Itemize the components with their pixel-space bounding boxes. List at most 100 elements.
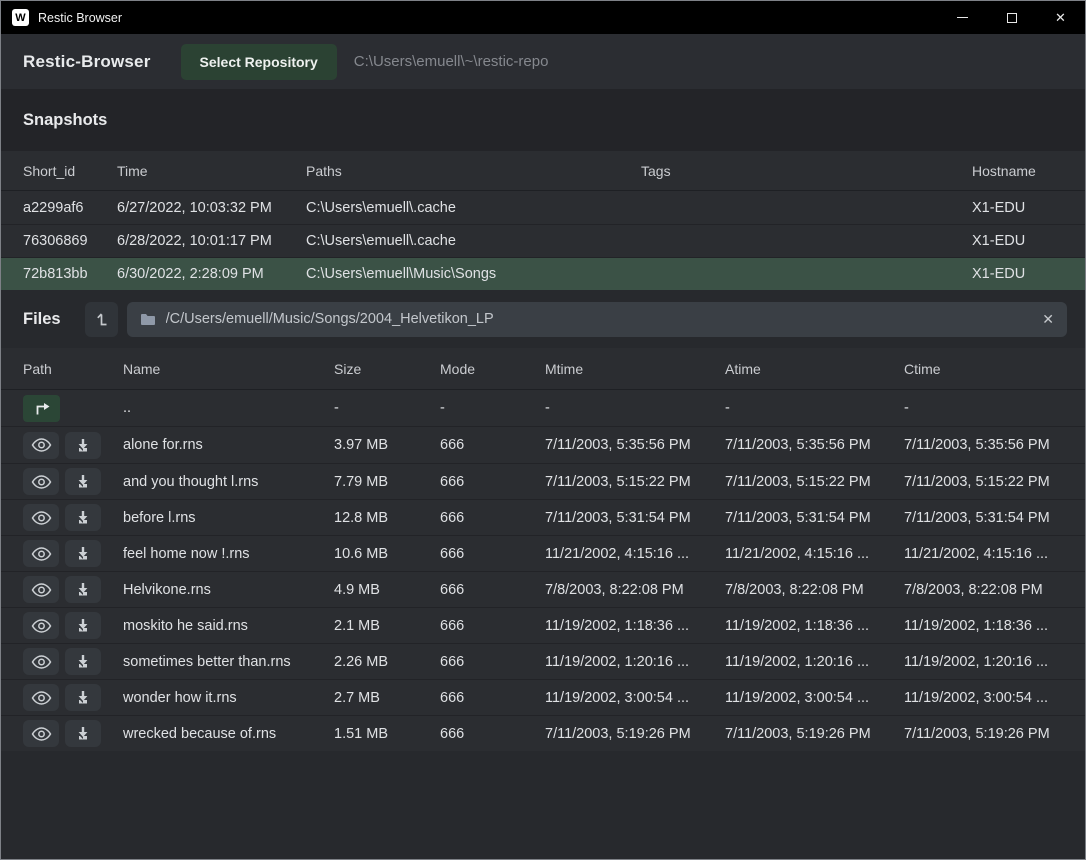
preview-file-button[interactable] [23, 504, 59, 531]
column-hostname: Hostname [972, 163, 1063, 179]
up-arrow-icon [33, 402, 51, 415]
close-button[interactable]: ✕ [1036, 1, 1085, 34]
snapshot-time: 6/30/2022, 2:28:09 PM [117, 266, 306, 282]
preview-file-button[interactable] [23, 612, 59, 639]
file-name: feel home now !.rns [123, 546, 334, 562]
snapshot-row[interactable]: 72b813bb 6/30/2022, 2:28:09 PM C:\Users\… [1, 257, 1085, 290]
eye-icon [31, 475, 52, 489]
file-mtime: 11/21/2002, 4:15:16 ... [545, 546, 725, 562]
file-atime: 11/19/2002, 3:00:54 ... [725, 690, 904, 706]
file-ctime: 7/8/2003, 8:22:08 PM [904, 582, 1063, 598]
file-rows-mount: alone for.rns 3.97 MB 666 7/11/2003, 5:3… [1, 427, 1085, 751]
file-name: alone for.rns [123, 437, 334, 453]
file-mode: 666 [440, 510, 545, 526]
tree-mode-icon [94, 311, 108, 328]
snapshot-short-id: a2299af6 [23, 200, 117, 216]
file-name: wonder how it.rns [123, 690, 334, 706]
file-mtime: 11/19/2002, 1:20:16 ... [545, 654, 725, 670]
snapshot-time: 6/27/2022, 10:03:32 PM [117, 200, 306, 216]
download-file-button[interactable] [65, 612, 101, 639]
file-size: 10.6 MB [334, 546, 440, 562]
title-bar: W Restic Browser ✕ [1, 1, 1085, 34]
select-repository-button[interactable]: Select Repository [181, 44, 337, 80]
app-header: Restic-Browser Select Repository C:\User… [1, 34, 1085, 89]
file-size: 3.97 MB [334, 437, 440, 453]
column-name: Name [123, 361, 334, 377]
file-ctime: - [904, 400, 1063, 416]
download-icon [75, 438, 91, 453]
download-file-button[interactable] [65, 504, 101, 531]
file-size: 12.8 MB [334, 510, 440, 526]
tree-mode-button[interactable] [85, 302, 118, 337]
file-name: wrecked because of.rns [123, 726, 334, 742]
snapshot-row[interactable]: 76306869 6/28/2022, 10:01:17 PM C:\Users… [1, 224, 1085, 257]
file-mode: 666 [440, 618, 545, 634]
file-row: Helvikone.rns 4.9 MB 666 7/8/2003, 8:22:… [1, 571, 1085, 607]
file-name: Helvikone.rns [123, 582, 334, 598]
file-name: moskito he said.rns [123, 618, 334, 634]
file-size: 2.7 MB [334, 690, 440, 706]
file-row: sometimes better than.rns 2.26 MB 666 11… [1, 643, 1085, 679]
download-file-button[interactable] [65, 684, 101, 711]
file-size: 1.51 MB [334, 726, 440, 742]
column-size: Size [334, 361, 440, 377]
file-mode: 666 [440, 546, 545, 562]
preview-file-button[interactable] [23, 684, 59, 711]
snapshot-short-id: 76306869 [23, 233, 117, 249]
file-ctime: 11/21/2002, 4:15:16 ... [904, 546, 1063, 562]
go-up-button[interactable] [23, 395, 60, 422]
download-icon [75, 546, 91, 561]
app-title: Restic-Browser [23, 52, 151, 72]
file-atime: 7/8/2003, 8:22:08 PM [725, 582, 904, 598]
maximize-button[interactable] [987, 1, 1036, 34]
column-atime: Atime [725, 361, 904, 377]
preview-file-button[interactable] [23, 468, 59, 495]
download-file-button[interactable] [65, 432, 101, 459]
eye-icon [31, 583, 52, 597]
snapshot-short-id: 72b813bb [23, 266, 117, 282]
download-file-button[interactable] [65, 720, 101, 747]
snapshot-row[interactable]: a2299af6 6/27/2022, 10:03:32 PM C:\Users… [1, 191, 1085, 224]
snapshot-paths: C:\Users\emuell\Music\Songs [306, 266, 641, 282]
download-icon [75, 690, 91, 705]
column-path: Path [23, 361, 123, 377]
file-name: before l.rns [123, 510, 334, 526]
file-row: alone for.rns 3.97 MB 666 7/11/2003, 5:3… [1, 427, 1085, 463]
current-path-bar[interactable]: /C/Users/emuell/Music/Songs/2004_Helveti… [127, 302, 1067, 337]
file-mode: 666 [440, 726, 545, 742]
file-mtime: 7/11/2003, 5:15:22 PM [545, 474, 725, 490]
file-mode: 666 [440, 437, 545, 453]
download-icon [75, 510, 91, 525]
preview-file-button[interactable] [23, 576, 59, 603]
column-tags: Tags [641, 163, 972, 179]
download-file-button[interactable] [65, 468, 101, 495]
column-ctime: Ctime [904, 361, 1063, 377]
download-file-button[interactable] [65, 540, 101, 567]
minimize-button[interactable] [938, 1, 987, 34]
snapshots-table-header: Short_id Time Paths Tags Hostname [1, 151, 1085, 191]
clear-path-button[interactable]: ✕ [1042, 311, 1054, 328]
app-logo-icon: W [12, 9, 29, 26]
preview-file-button[interactable] [23, 432, 59, 459]
preview-file-button[interactable] [23, 648, 59, 675]
current-path-text: /C/Users/emuell/Music/Songs/2004_Helveti… [166, 311, 494, 327]
files-title: Files [23, 310, 61, 329]
file-atime: 7/11/2003, 5:15:22 PM [725, 474, 904, 490]
snapshot-paths: C:\Users\emuell\.cache [306, 233, 641, 249]
download-file-button[interactable] [65, 648, 101, 675]
file-size: 7.79 MB [334, 474, 440, 490]
file-atime: 11/19/2002, 1:18:36 ... [725, 618, 904, 634]
preview-file-button[interactable] [23, 540, 59, 567]
download-file-button[interactable] [65, 576, 101, 603]
file-row: and you thought l.rns 7.79 MB 666 7/11/2… [1, 463, 1085, 499]
file-size: 2.26 MB [334, 654, 440, 670]
parent-directory-row[interactable]: .. - - - - - [1, 390, 1085, 427]
preview-file-button[interactable] [23, 720, 59, 747]
eye-icon [31, 619, 52, 633]
eye-icon [31, 691, 52, 705]
file-size: - [334, 400, 440, 416]
file-atime: 7/11/2003, 5:19:26 PM [725, 726, 904, 742]
maximize-icon [1007, 13, 1017, 23]
file-row: feel home now !.rns 10.6 MB 666 11/21/20… [1, 535, 1085, 571]
files-table-header: Path Name Size Mode Mtime Atime Ctime [1, 348, 1085, 390]
